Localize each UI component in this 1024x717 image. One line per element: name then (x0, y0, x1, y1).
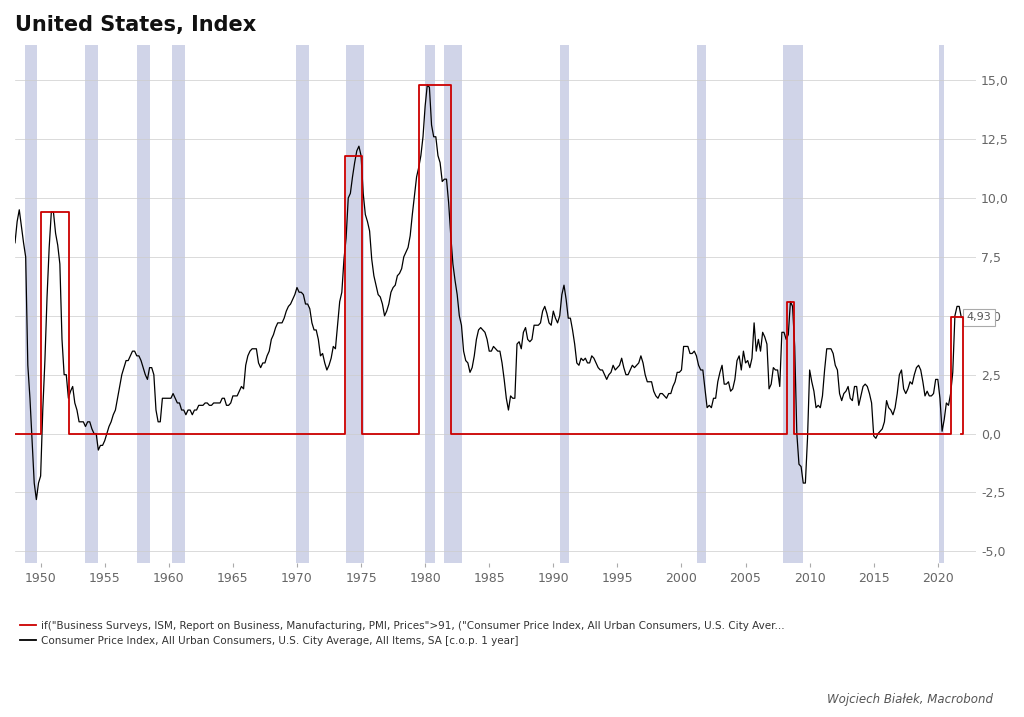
Bar (560, 45, 569, 563)
Bar (296, 45, 308, 563)
Bar (782, 45, 803, 563)
Bar (346, 45, 364, 563)
Legend: if("Business Surveys, ISM, Report on Business, Manufacturing, PMI, Prices">91, (: if("Business Surveys, ISM, Report on Bus… (20, 621, 784, 646)
Bar (172, 45, 184, 563)
Text: 4,93: 4,93 (967, 313, 991, 323)
Bar (697, 45, 706, 563)
Bar (85, 45, 98, 563)
Bar (425, 45, 435, 563)
Bar (25, 45, 38, 563)
Text: Wojciech Białek, Macrobond: Wojciech Białek, Macrobond (827, 693, 993, 706)
Text: United States, Index: United States, Index (15, 15, 256, 35)
Bar (939, 45, 944, 563)
Bar (444, 45, 462, 563)
Bar (137, 45, 150, 563)
